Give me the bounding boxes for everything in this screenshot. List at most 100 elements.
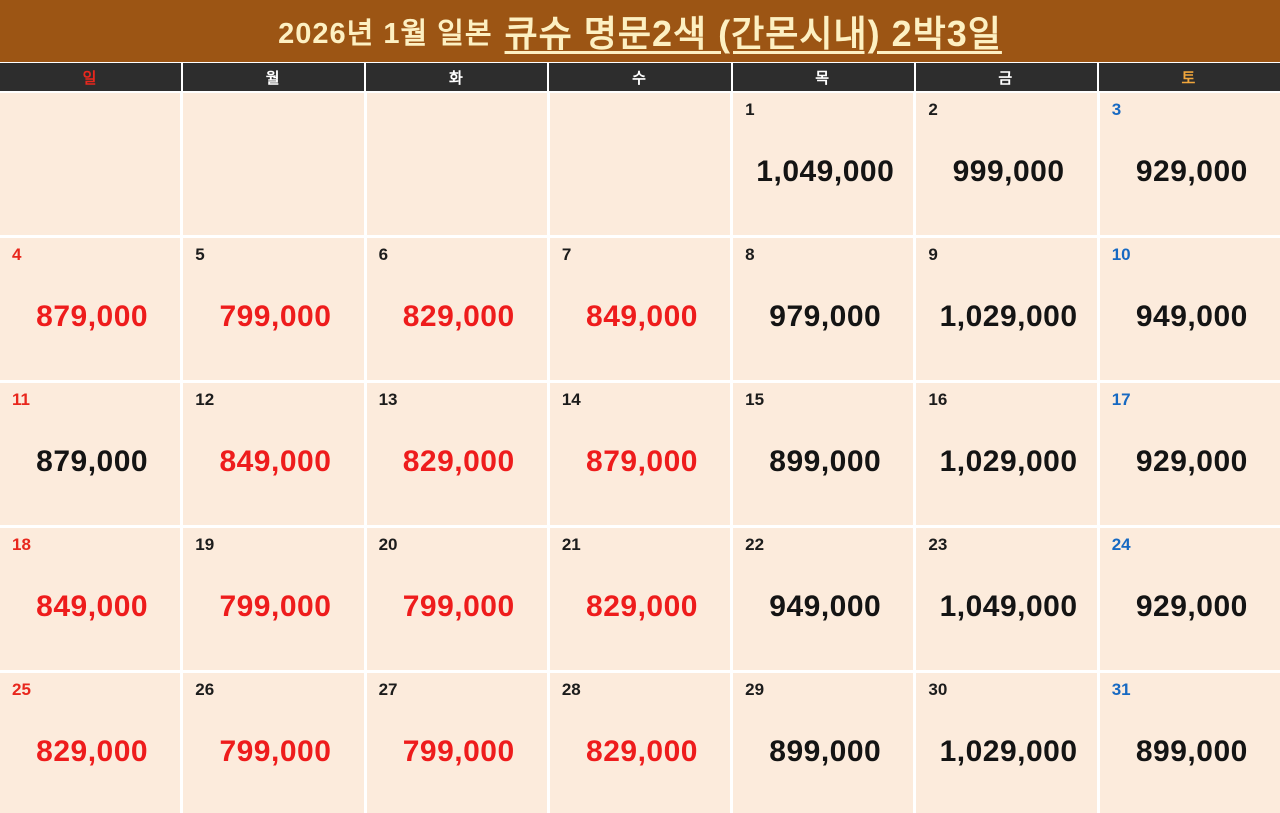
calendar-day-cell[interactable]: 1 1,049,000 <box>733 93 914 235</box>
weekday-header-row: 일 월 화 수 목 금 토 <box>0 63 1280 91</box>
day-number: 11 <box>12 390 30 409</box>
price-label: 879,000 <box>586 445 698 479</box>
weekday-monday: 월 <box>183 63 365 91</box>
price-label: 849,000 <box>36 590 149 624</box>
calendar-day-cell[interactable]: 5 799,000 <box>183 238 364 380</box>
weekday-sunday: 일 <box>0 63 182 91</box>
calendar-day-cell[interactable]: 9 1,029,000 <box>916 238 1097 380</box>
day-number: 29 <box>745 680 765 699</box>
day-number: 6 <box>378 245 389 264</box>
day-number: 20 <box>378 535 398 554</box>
price-label: 949,000 <box>769 590 882 624</box>
price-label: 979,000 <box>769 300 882 334</box>
day-number: 27 <box>378 680 398 699</box>
price-label: 799,000 <box>402 590 515 624</box>
calendar-day-cell[interactable]: 24 929,000 <box>1099 528 1280 670</box>
calendar-day-cell[interactable]: 8 979,000 <box>733 238 914 380</box>
day-number: 1 <box>745 100 755 119</box>
day-number: 28 <box>561 680 581 699</box>
calendar-day-cell[interactable]: 11 879,000 <box>0 383 181 525</box>
day-number: 18 <box>12 535 31 554</box>
calendar-day-cell[interactable]: 2 999,000 <box>916 93 1097 235</box>
calendar-day-cell[interactable]: 3 929,000 <box>1099 93 1280 235</box>
calendar-day-cell[interactable]: 29 899,000 <box>733 673 914 813</box>
price-label: 899,000 <box>769 735 882 769</box>
day-number: 22 <box>745 535 765 554</box>
price-label <box>12 101 172 225</box>
price-label: 899,000 <box>1135 735 1248 769</box>
price-label: 949,000 <box>1135 300 1248 334</box>
price-label: 879,000 <box>36 300 149 334</box>
price-label: 829,000 <box>36 735 149 769</box>
calendar-day-cell[interactable]: 22 949,000 <box>733 528 914 670</box>
calendar-day-cell[interactable]: 20 799,000 <box>366 528 547 670</box>
calendar-day-cell[interactable]: 7 849,000 <box>549 238 731 380</box>
calendar-empty-cell <box>549 93 731 235</box>
title-month-label: 2026년 1월 일본 <box>278 18 493 50</box>
calendar-day-cell[interactable]: 18 849,000 <box>0 528 181 670</box>
price-label: 1,029,000 <box>939 300 1078 334</box>
weekday-thursday: 목 <box>732 63 914 91</box>
calendar-day-cell[interactable]: 31 899,000 <box>1099 673 1280 813</box>
price-label: 849,000 <box>219 445 332 479</box>
calendar-day-cell[interactable]: 13 829,000 <box>366 383 547 525</box>
price-label: 829,000 <box>586 735 698 769</box>
calendar-week-row: 11 879,000 12 849,000 13 829,000 14 879,000 15 89… <box>0 383 1280 525</box>
price-label: 799,000 <box>219 735 332 769</box>
calendar-day-cell[interactable]: 27 799,000 <box>366 673 547 813</box>
calendar-day-cell[interactable]: 30 1,029,000 <box>916 673 1097 813</box>
calendar-day-cell[interactable]: 16 1,029,000 <box>916 383 1097 525</box>
day-number: 23 <box>928 535 948 554</box>
calendar-day-cell[interactable]: 4 879,000 <box>0 238 181 380</box>
price-label: 799,000 <box>219 590 332 624</box>
calendar-day-cell[interactable]: 26 799,000 <box>183 673 364 813</box>
calendar-empty-cell <box>0 93 181 235</box>
title-product-label: 큐슈 명문2색 (간몬시내) 2박3일 <box>504 13 1002 54</box>
price-label <box>562 101 722 225</box>
day-number: 5 <box>195 245 205 264</box>
price-label: 999,000 <box>952 155 1065 189</box>
calendar-day-cell[interactable]: 12 849,000 <box>183 383 364 525</box>
day-number: 8 <box>745 245 755 264</box>
day-number: 3 <box>1111 100 1122 119</box>
calendar-day-cell[interactable]: 19 799,000 <box>183 528 364 670</box>
calendar-day-cell[interactable]: 15 899,000 <box>733 383 914 525</box>
day-number: 9 <box>928 245 938 264</box>
day-number: 30 <box>928 680 948 699</box>
day-number: 17 <box>1111 390 1131 409</box>
price-label <box>379 101 539 225</box>
calendar-day-cell[interactable]: 10 949,000 <box>1099 238 1280 380</box>
day-number: 12 <box>195 390 215 409</box>
day-number: 2 <box>928 100 938 119</box>
price-label: 929,000 <box>1135 590 1248 624</box>
calendar-day-cell[interactable]: 28 829,000 <box>549 673 731 813</box>
price-label: 929,000 <box>1135 155 1248 189</box>
calendar-day-cell[interactable]: 6 829,000 <box>366 238 547 380</box>
weekday-friday: 금 <box>915 63 1097 91</box>
day-number: 4 <box>12 245 22 264</box>
price-label: 1,029,000 <box>939 445 1078 479</box>
price-label <box>195 101 355 225</box>
price-label: 929,000 <box>1135 445 1248 479</box>
day-number: 24 <box>1111 535 1131 554</box>
day-number: 31 <box>1111 680 1131 699</box>
calendar-empty-cell <box>366 93 547 235</box>
day-number: 26 <box>195 680 215 699</box>
price-label: 849,000 <box>586 300 698 334</box>
day-number: 21 <box>561 535 581 554</box>
calendar-title-bar: 2026년 1월 일본 큐슈 명문2색 (간몬시내) 2박3일 <box>0 0 1280 62</box>
weekday-tuesday: 화 <box>366 63 548 91</box>
calendar-day-cell[interactable]: 14 879,000 <box>549 383 731 525</box>
calendar-day-cell[interactable]: 21 829,000 <box>549 528 731 670</box>
day-number: 13 <box>378 390 398 409</box>
price-label: 799,000 <box>402 735 515 769</box>
day-number: 15 <box>745 390 765 409</box>
calendar-week-row: 4 879,000 5 799,000 6 829,000 7 849,000 8 979,000… <box>0 238 1280 380</box>
calendar-week-row: 25 829,000 26 799,000 27 799,000 28 829,000 29 89… <box>0 673 1280 813</box>
calendar-week-row: 18 849,000 19 799,000 20 799,000 21 829,000 22 94… <box>0 528 1280 670</box>
calendar-day-cell[interactable]: 25 829,000 <box>0 673 181 813</box>
calendar-empty-cell <box>183 93 364 235</box>
calendar-day-cell[interactable]: 23 1,049,000 <box>916 528 1097 670</box>
price-label: 1,049,000 <box>756 155 895 189</box>
calendar-day-cell[interactable]: 17 929,000 <box>1099 383 1280 525</box>
